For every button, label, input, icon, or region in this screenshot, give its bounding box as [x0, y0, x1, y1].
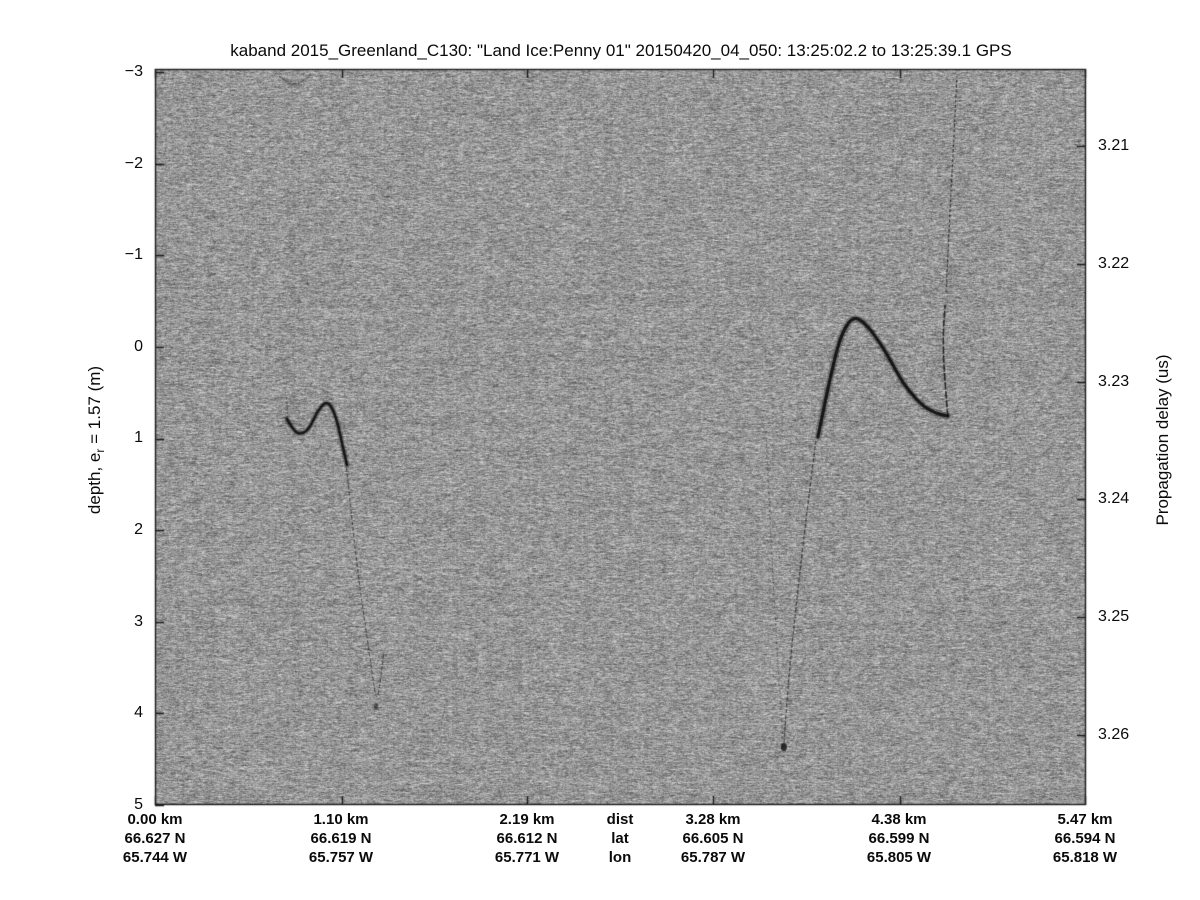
- right-tick-label: 3.26: [1098, 726, 1130, 743]
- x-axis-row-headers: dist lat lon: [555, 810, 685, 867]
- lon-value: 65.757 W: [308, 849, 374, 866]
- x-axis-column-3: 3.28 km 66.605 N 65.787 W: [648, 810, 778, 867]
- right-axis-label: Propagation delay (us): [1153, 354, 1172, 526]
- right-tick-label: 3.24: [1098, 490, 1130, 507]
- x-axis-column-1: 1.10 km 66.619 N 65.757 W: [276, 810, 406, 867]
- lat-row-header: lat: [611, 830, 629, 847]
- lon-value: 65.805 W: [866, 849, 932, 866]
- x-axis-column-4: 4.38 km 66.599 N 65.805 W: [834, 810, 964, 867]
- left-tick-label: 3: [134, 613, 143, 630]
- left-axis-label-text: depth, e: [84, 452, 104, 515]
- lat-value: 66.594 N: [1054, 830, 1116, 847]
- lat-value: 66.605 N: [682, 830, 744, 847]
- dist-value: 5.47 km: [1057, 811, 1113, 828]
- right-tick-label: 3.25: [1098, 608, 1130, 625]
- left-tick-label: 1: [134, 429, 143, 446]
- lon-value: 65.787 W: [680, 849, 746, 866]
- dist-row-header: dist: [606, 811, 634, 828]
- left-tick-label: 4: [134, 704, 143, 721]
- dist-value: 1.10 km: [313, 811, 369, 828]
- x-axis-column-0: 0.00 km 66.627 N 65.744 W: [90, 810, 220, 867]
- x-axis-column-2: 2.19 km 66.612 N 65.771 W: [462, 810, 592, 867]
- dist-value: 0.00 km: [127, 811, 183, 828]
- dist-value: 4.38 km: [871, 811, 927, 828]
- right-tick-label: 3.23: [1098, 373, 1130, 390]
- figure-title: kaband 2015_Greenland_C130: "Land Ice:Pe…: [230, 41, 1012, 60]
- left-tick-label: −1: [124, 246, 143, 263]
- x-axis-column-5: 5.47 km 66.594 N 65.818 W: [1020, 810, 1150, 867]
- lon-row-header: lon: [608, 849, 632, 866]
- lat-value: 66.619 N: [310, 830, 372, 847]
- left-tick-label: −2: [124, 155, 143, 172]
- lon-value: 65.744 W: [122, 849, 188, 866]
- lon-value: 65.818 W: [1052, 849, 1118, 866]
- left-axis-label-subscript: r: [93, 448, 108, 453]
- dist-value: 3.28 km: [685, 811, 741, 828]
- right-tick-label: 3.21: [1098, 137, 1130, 154]
- lon-value: 65.771 W: [494, 849, 560, 866]
- left-tick-label: 5: [134, 796, 143, 813]
- lat-value: 66.627 N: [124, 830, 186, 847]
- left-tick-label: 2: [134, 521, 143, 538]
- lat-value: 66.612 N: [496, 830, 558, 847]
- left-tick-label: −3: [124, 63, 143, 80]
- right-tick-label: 3.22: [1098, 255, 1130, 272]
- dist-value: 2.19 km: [499, 811, 555, 828]
- left-tick-label: 0: [134, 338, 143, 355]
- lat-value: 66.599 N: [868, 830, 930, 847]
